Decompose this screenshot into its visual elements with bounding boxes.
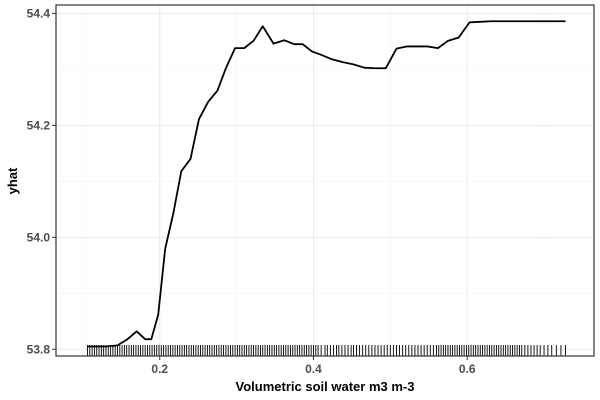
y-tick-label: 53.8: [27, 342, 51, 356]
y-tick-label: 54.0: [27, 230, 51, 244]
y-axis-ticks: 53.8 54.0 54.2 54.4: [27, 6, 56, 356]
x-tick-label: 0.4: [305, 362, 322, 376]
y-axis-title: yhat: [5, 167, 20, 194]
gridlines: [56, 5, 594, 356]
x-tick-label: 0.2: [151, 362, 168, 376]
y-tick-label: 54.2: [27, 118, 51, 132]
plot-border: [55, 4, 595, 357]
series-line-yhat: [87, 20, 566, 348]
x-tick-label: 0.6: [459, 362, 476, 376]
rug-marks: [87, 345, 567, 356]
y-tick-label: 54.4: [27, 6, 51, 20]
x-axis-title: Volumetric soil water m3 m-3: [236, 379, 415, 394]
x-axis-ticks: 0.2 0.4 0.6: [151, 356, 476, 376]
